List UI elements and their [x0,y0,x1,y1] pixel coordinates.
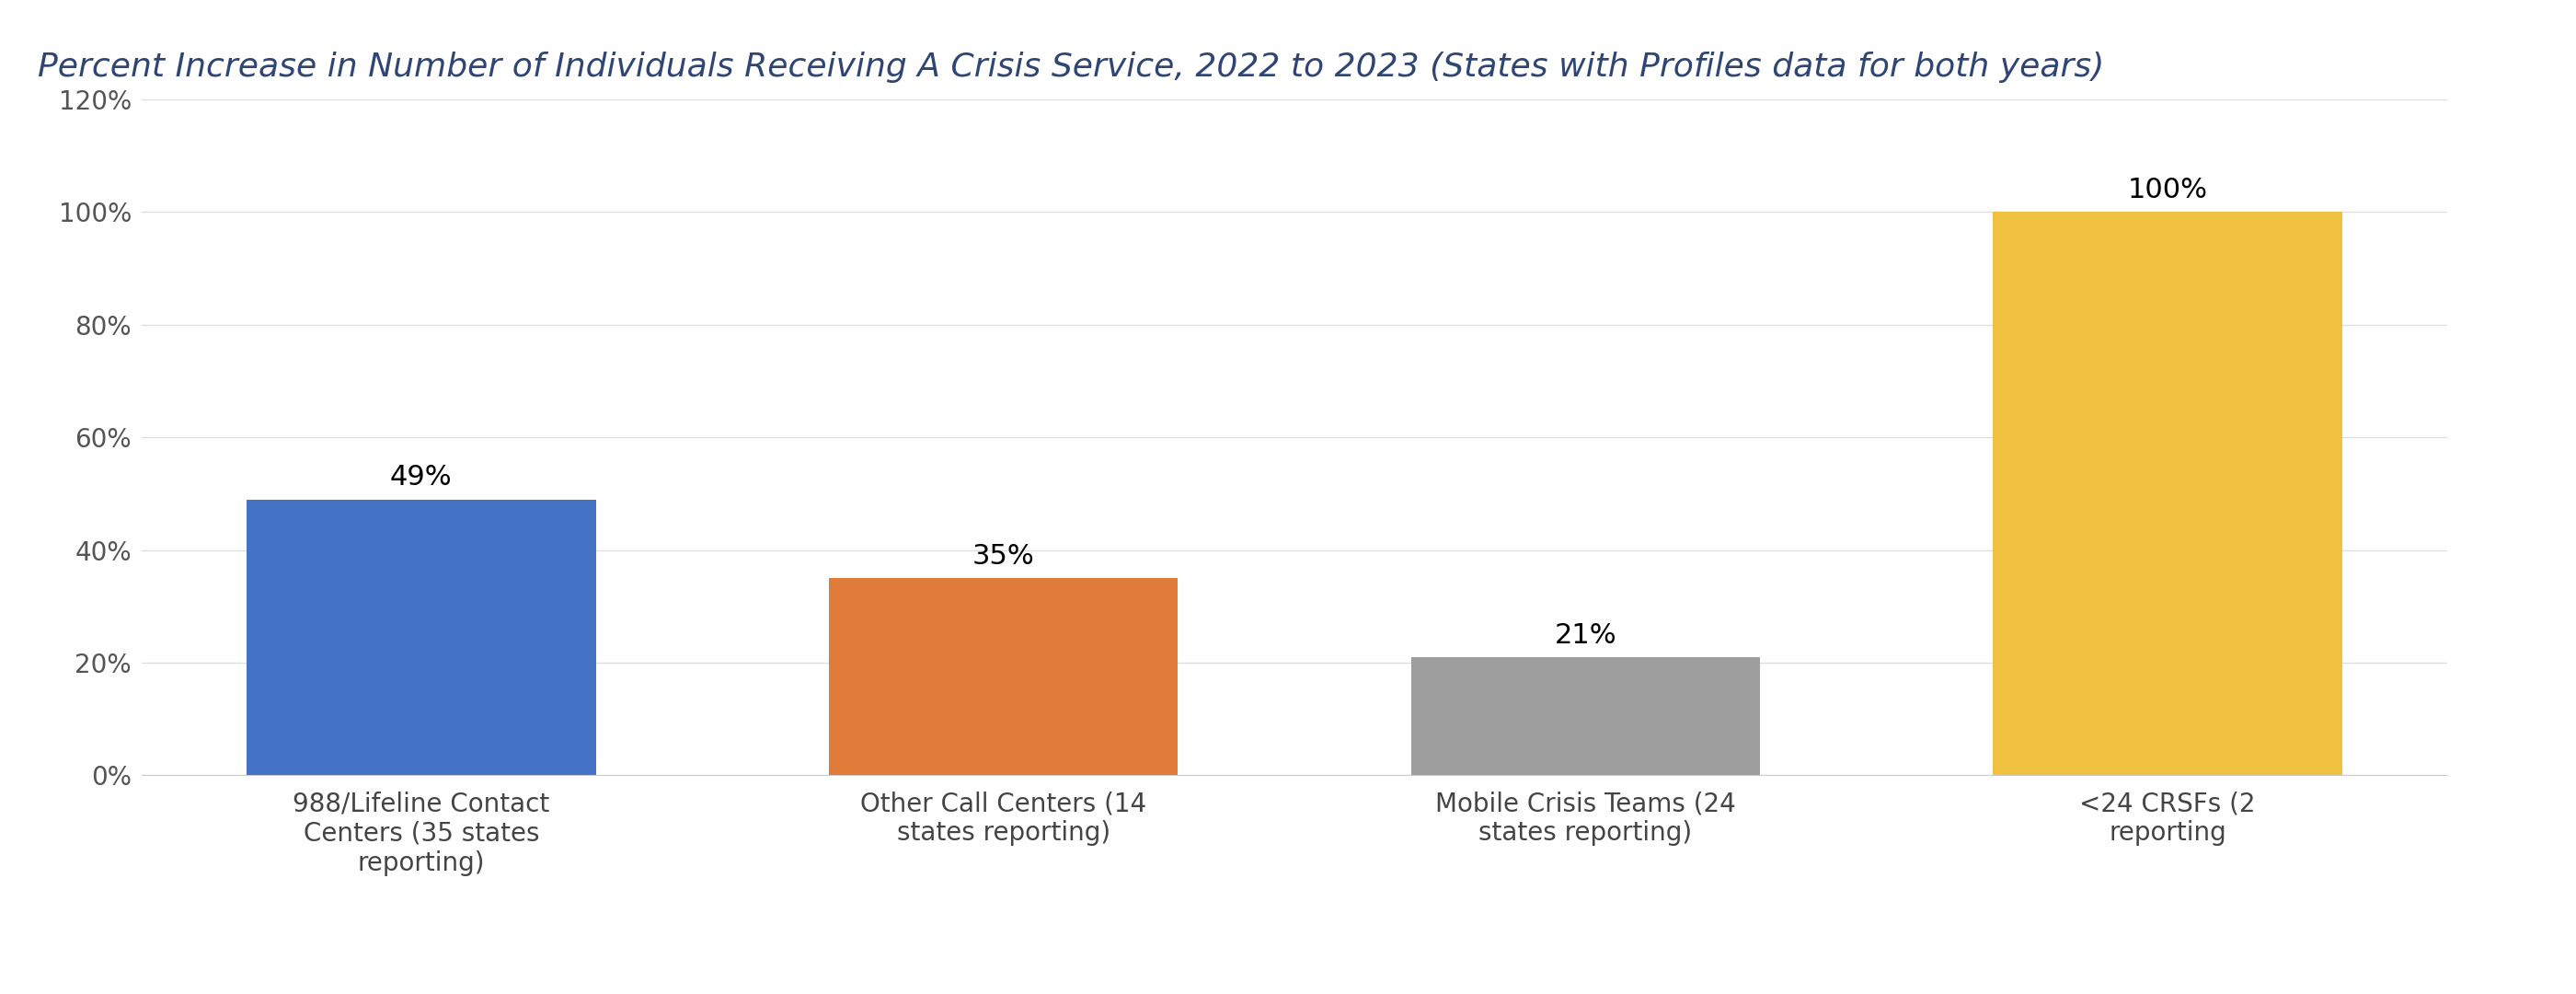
Text: 100%: 100% [2128,177,2208,204]
Bar [247,499,595,775]
Text: Percent Increase in Number of Individuals Receiving A Crisis Service, 2022 to 20: Percent Increase in Number of Individual… [39,52,2105,83]
Bar [1412,657,1759,775]
Bar [1994,212,2342,775]
Bar [829,579,1177,775]
Text: 49%: 49% [389,464,453,491]
Text: 21%: 21% [1553,622,1618,649]
Text: 35%: 35% [971,543,1036,570]
